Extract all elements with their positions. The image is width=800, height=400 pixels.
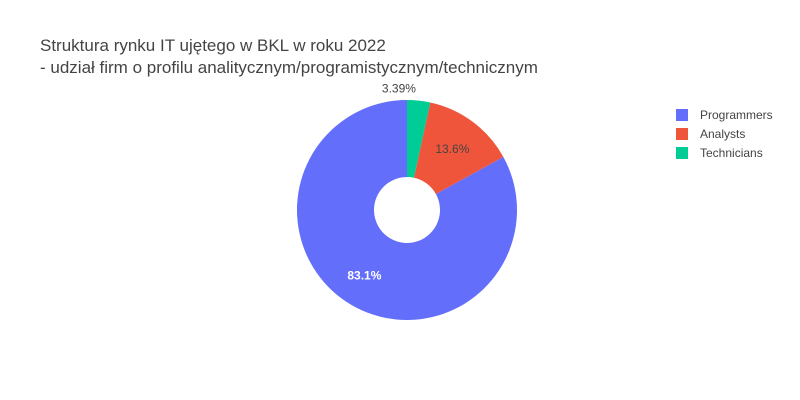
legend-label-analysts[interactable]: Analysts [700,127,745,141]
legend-label-technicians[interactable]: Technicians [700,146,763,160]
legend: Programmers Analysts Technicians [676,108,773,160]
pie-slices [296,100,517,320]
slice-label-analysts: 13.6% [435,142,469,156]
slice-label-technicians: 3.39% [382,82,416,96]
legend-swatch-programmers[interactable] [676,109,688,121]
slice-analysts[interactable] [413,102,504,195]
slice-programmers[interactable] [296,100,517,320]
chart-title: Struktura rynku IT ujętego w BKL w roku … [40,36,386,55]
slice-label-programmers: 83.1% [347,268,381,282]
legend-swatch-analysts[interactable] [676,128,688,140]
chart-subtitle: - udział firm o profilu analitycznym/pro… [40,58,538,77]
slice-labels: 83.1% 13.6% 3.39% [347,82,469,283]
legend-label-programmers[interactable]: Programmers [700,108,773,122]
legend-swatch-technicians[interactable] [676,147,688,159]
slice-technicians[interactable] [407,100,431,178]
